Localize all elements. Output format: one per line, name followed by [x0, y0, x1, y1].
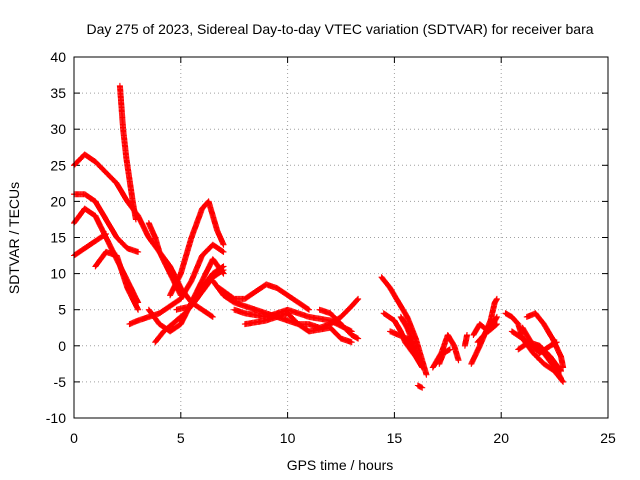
data-point: [220, 248, 227, 255]
data-point: [412, 350, 419, 356]
x-tick-label: 0: [70, 430, 78, 446]
data-point: [306, 306, 312, 313]
data-point: [557, 367, 564, 374]
x-tick-label: 10: [280, 430, 296, 446]
data-point: [220, 241, 227, 248]
y-tick-label: 30: [50, 121, 66, 137]
data-point: [135, 248, 142, 255]
data-point: [493, 313, 500, 320]
x-tick-label: 20: [493, 430, 509, 446]
data-point: [220, 267, 227, 273]
data-point: [209, 313, 216, 320]
data-point: [560, 364, 567, 371]
data-point: [135, 306, 142, 313]
data-point: [558, 375, 564, 382]
y-tick-label: 10: [50, 266, 66, 282]
x-axis-label: GPS time / hours: [287, 457, 394, 473]
data-point: [418, 384, 425, 391]
data-point: [493, 295, 500, 302]
y-tick-label: -5: [54, 374, 67, 390]
data-point: [455, 357, 462, 364]
data-point: [493, 321, 500, 328]
y-axis-label: SDTVAR / TECUs: [6, 182, 22, 294]
y-tick-label: 0: [58, 338, 66, 354]
chart-title: Day 275 of 2023, Sidereal Day-to-day VTE…: [86, 21, 593, 37]
data-point: [423, 371, 430, 378]
data-point: [553, 339, 560, 346]
data-points: [71, 82, 567, 391]
data-point: [102, 231, 109, 238]
data-point: [557, 374, 564, 381]
data-point: [418, 359, 425, 366]
data-point: [219, 248, 226, 255]
y-tick-label: 5: [58, 302, 66, 318]
y-tick-label: 40: [50, 49, 66, 65]
y-tick-label: 35: [50, 85, 66, 101]
data-point: [493, 314, 500, 321]
y-tick-label: 25: [50, 157, 66, 173]
x-tick-label: 5: [177, 430, 185, 446]
y-tick-label: 15: [50, 230, 66, 246]
data-point: [493, 321, 500, 328]
data-point: [355, 335, 362, 342]
data-point: [560, 378, 567, 385]
data-point: [419, 384, 426, 391]
data-point: [103, 230, 109, 237]
y-tick-label: 20: [50, 193, 66, 209]
data-point: [348, 339, 355, 346]
data-point: [464, 332, 470, 338]
data-point: [208, 313, 215, 320]
y-tick-label: -10: [46, 410, 66, 426]
axis-ticks: -10 -5 0 5 10 15 20 25 30 35 40 0 5 10 15 20 25: [46, 49, 616, 446]
data-point: [558, 368, 564, 375]
plot-frame: [73, 56, 609, 419]
data-point: [446, 346, 453, 353]
x-tick-label: 15: [387, 430, 403, 446]
data-point: [354, 296, 361, 303]
data-point: [305, 306, 311, 312]
data-point: [559, 378, 566, 384]
data-point: [132, 216, 139, 223]
data-point: [219, 267, 226, 274]
x-tick-label: 25: [600, 430, 616, 446]
data-point: [419, 360, 426, 367]
data-point: [355, 295, 362, 302]
